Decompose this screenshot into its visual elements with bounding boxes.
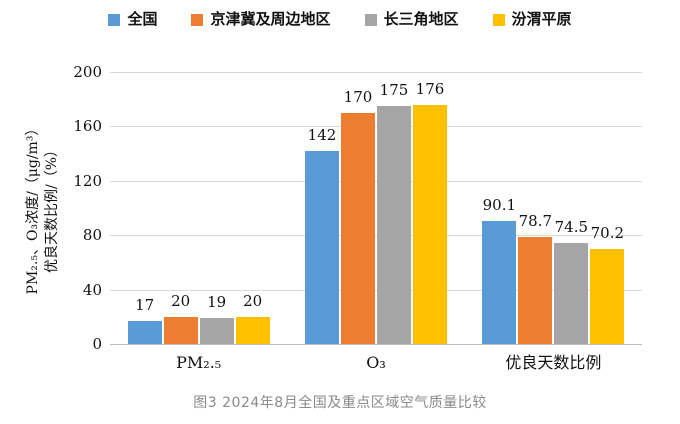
bar-value-label-长三角地区-0: 19 — [207, 293, 227, 312]
bar-value-label-长三角地区-2: 74.5 — [554, 217, 589, 236]
figure-caption: 图3 2024年8月全国及重点区域空气质量比较 — [193, 395, 487, 411]
bar-全国-0 — [127, 320, 162, 344]
legend-swatch-icon — [364, 13, 377, 26]
y-tick-label-160: 160 — [73, 117, 102, 136]
legend-item-2: 长三角地区 — [364, 10, 459, 28]
bar-京津冀及周边地区-2 — [518, 236, 553, 344]
y-axis-title: PM₂.₅、O₃浓度/（μg/m³） 优良天数比例/（%） — [24, 122, 62, 295]
legend-label: 长三角地区 — [383, 10, 459, 28]
y-tick-label-120: 120 — [73, 171, 102, 190]
bar-长三角地区-1 — [377, 106, 411, 344]
gridline-y40 — [110, 289, 642, 291]
legend-swatch-icon — [108, 13, 121, 26]
legend-item-3: 汾渭平原 — [492, 10, 572, 28]
bar-value-label-长三角地区-1: 175 — [379, 81, 409, 99]
bar-value-label-京津冀及周边地区-2: 78.7 — [518, 211, 553, 230]
legend-item-1: 京津冀及周边地区 — [191, 10, 331, 28]
bar-value-label-全国-2: 90.1 — [482, 196, 517, 215]
bar-汾渭平原-2 — [590, 248, 625, 344]
legend: 全国 京津冀及周边地区 长三角地区 汾渭平原 — [0, 12, 680, 27]
y-axis-title-line2: 优良天数比例/（%） — [44, 142, 60, 274]
y-axis-title-line1: PM₂.₅、O₃浓度/（μg/m³） — [25, 121, 41, 295]
x-category-label-0: PM₂.₅ — [176, 353, 222, 372]
bar-value-label-京津冀及周边地区-1: 170 — [343, 87, 373, 106]
bar-汾渭平原-0 — [235, 316, 270, 344]
bar-全国-1 — [305, 150, 339, 344]
y-tick-label-0: 0 — [92, 335, 102, 353]
x-axis-line — [110, 344, 642, 345]
legend-swatch-icon — [492, 13, 505, 26]
bar-value-label-全国-0: 17 — [135, 295, 155, 314]
gridline-y120 — [110, 180, 642, 182]
bar-全国-2 — [482, 221, 517, 344]
x-category-label-1: O₃ — [366, 353, 386, 372]
legend-item-0: 全国 — [108, 12, 157, 27]
bar-长三角地区-2 — [554, 242, 589, 344]
gridline-y200 — [110, 72, 642, 73]
bar-京津冀及周边地区-1 — [341, 112, 375, 344]
y-tick-label-40: 40 — [82, 280, 102, 299]
bar-value-label-全国-1: 142 — [307, 125, 337, 144]
gridline-y160 — [110, 126, 642, 128]
legend-swatch-icon — [191, 13, 204, 26]
y-tick-label-80: 80 — [82, 226, 102, 245]
bar-汾渭平原-1 — [413, 104, 447, 344]
bar-长三角地区-0 — [199, 318, 234, 344]
legend-label: 汾渭平原 — [511, 10, 572, 28]
legend-label: 全国 — [127, 10, 158, 28]
legend-label: 京津冀及周边地区 — [210, 10, 331, 28]
bar-value-label-汾渭平原-1: 176 — [415, 79, 445, 98]
bar-京津冀及周边地区-0 — [163, 316, 198, 344]
x-category-label-2: 优良天数比例 — [505, 353, 602, 372]
bar-value-label-京津冀及周边地区-0: 20 — [171, 291, 191, 310]
gridline-y80 — [110, 235, 642, 237]
bar-value-label-汾渭平原-2: 70.2 — [590, 223, 625, 242]
bar-value-label-汾渭平原-0: 20 — [243, 291, 263, 310]
y-tick-label-200: 200 — [73, 63, 102, 81]
